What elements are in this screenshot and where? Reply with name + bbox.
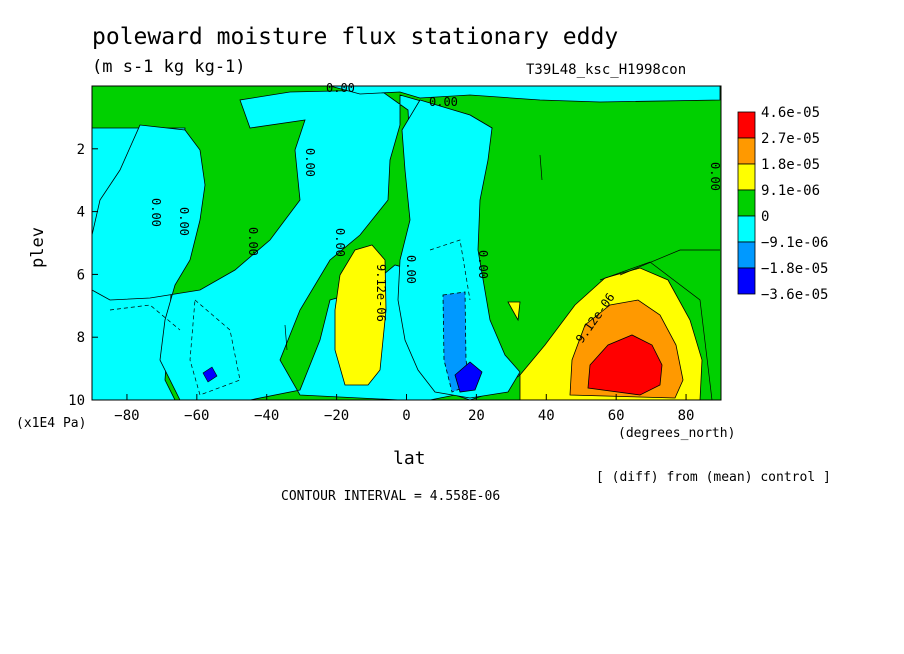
colorbar-label: −1.8e-05: [761, 261, 828, 277]
contour-label: 9.12e-06: [374, 264, 388, 322]
colorbar-swatch: [737, 111, 756, 139]
colorbar: 4.6e-05 2.7e-05 1.8e-05 9.1e-06 0 −9.1e-06 −1.…: [737, 105, 828, 303]
positive-region-south: [334, 244, 387, 386]
x-tick-label: 60: [608, 408, 625, 424]
contour-interval: CONTOUR INTERVAL = 4.558E-06: [281, 489, 501, 504]
y-axis: 2 4 6 8 10: [68, 142, 98, 409]
contour-label: 0.00: [404, 255, 418, 284]
strong-region-east: [587, 334, 663, 396]
contour-lines: [109, 154, 720, 400]
contour-label: 0.00: [303, 148, 317, 177]
strong-minimum-center: [454, 361, 483, 393]
colorbar-swatch: [737, 215, 756, 243]
chart-units: (m s-1 kg kg-1): [92, 57, 246, 77]
colorbar-label: 9.1e-06: [761, 183, 820, 199]
negative-region-center: [397, 99, 521, 399]
contour-label: 0.00: [429, 95, 458, 109]
x-tick-label: −80: [114, 408, 139, 424]
minimum-region-west: [202, 366, 218, 383]
colorbar-label: 4.6e-05: [761, 105, 820, 121]
y-tick-label: 2: [77, 142, 85, 158]
contour-label: 0.00: [476, 250, 490, 279]
x-tick-label: −60: [184, 408, 209, 424]
x-tick-label: 20: [468, 408, 485, 424]
colorbar-swatch: [737, 163, 756, 191]
colorbar-swatch: [737, 267, 756, 295]
x-axis-label: lat: [393, 448, 426, 469]
x-axis-unit: (degrees_north): [618, 426, 736, 441]
contour-label: 0.00: [149, 198, 163, 227]
colorbar-label: −9.1e-06: [761, 235, 828, 251]
y-axis-unit: (x1E4 Pa): [16, 416, 87, 431]
y-tick-label: 8: [77, 330, 85, 346]
x-tick-label: 80: [678, 408, 695, 424]
colorbar-label: 1.8e-05: [761, 157, 820, 173]
positive-region-small: [507, 301, 521, 322]
x-tick-label: −40: [254, 408, 279, 424]
diff-note: [ (diff) from (mean) control ]: [596, 470, 831, 485]
x-tick-label: −20: [324, 408, 349, 424]
colorbar-swatch: [737, 189, 756, 217]
negative-region-top: [329, 86, 721, 103]
x-tick-label: 0: [402, 408, 410, 424]
contour-label: 0.00: [246, 227, 260, 256]
contour-label: 0.00: [333, 228, 347, 257]
y-tick-label: 10: [68, 393, 85, 409]
run-id: T39L48_ksc_H1998con: [526, 62, 687, 78]
colorbar-label: −3.6e-05: [761, 287, 828, 303]
x-tick-label: 40: [538, 408, 555, 424]
colorbar-swatch: [737, 137, 756, 165]
contour-label: 0.00: [708, 162, 722, 191]
contour-label: 0.00: [326, 81, 355, 95]
colorbar-label: 2.7e-05: [761, 131, 820, 147]
colorbar-swatch: [737, 241, 756, 269]
plot-field: [92, 86, 721, 400]
x-axis: −80 −60 −40 −20 0 20 40 60 80: [114, 394, 694, 424]
colorbar-label: 0: [761, 209, 769, 225]
chart-title: poleward moisture flux stationary eddy: [92, 24, 619, 50]
y-tick-label: 4: [77, 205, 85, 221]
contour-label: 0.00: [177, 207, 191, 236]
y-tick-label: 6: [77, 267, 85, 283]
